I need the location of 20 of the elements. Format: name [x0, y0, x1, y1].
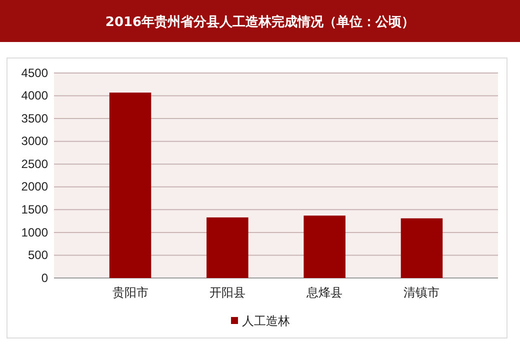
bar — [206, 217, 248, 278]
y-tick-label: 3000 — [21, 134, 48, 148]
bar — [109, 92, 152, 278]
bar — [400, 218, 443, 278]
x-tick-label: 贵阳市 — [112, 286, 148, 300]
x-tick-label: 息烽县 — [306, 286, 343, 300]
x-tick-label: 开阳县 — [209, 286, 246, 300]
x-tick-label: 清镇市 — [404, 286, 440, 300]
y-tick-label: 2000 — [21, 180, 48, 194]
y-tick-label: 4000 — [21, 88, 48, 103]
y-tick-label: 2500 — [21, 156, 48, 171]
y-tick-label: 1500 — [21, 202, 48, 217]
chart-title: 2016年贵州省分县人工造林完成情况（单位：公顷） — [105, 14, 415, 30]
y-tick-label: 4500 — [21, 66, 48, 80]
y-tick-label: 1000 — [21, 225, 48, 240]
y-tick-label: 0 — [41, 270, 48, 285]
y-tick-label: 500 — [28, 248, 48, 262]
y-tick-label: 3500 — [21, 111, 48, 126]
legend-label: 人工造林 — [242, 314, 290, 328]
bar — [304, 216, 346, 278]
